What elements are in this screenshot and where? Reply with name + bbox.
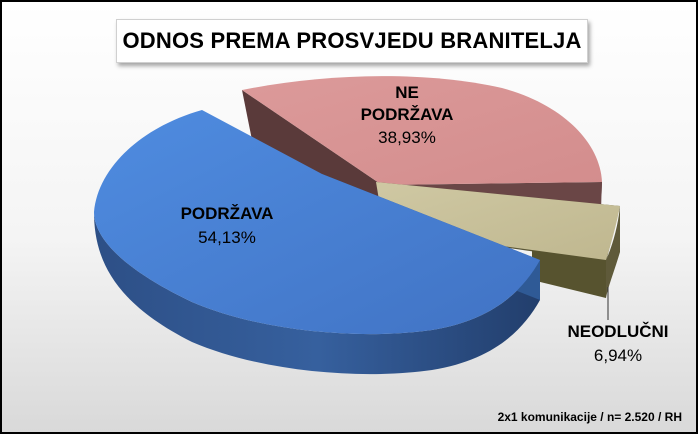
slice-podrzava	[94, 110, 540, 375]
label-neodlucni: NEODLUČNI 6,94%	[550, 320, 686, 368]
slice-label-podrzava: PODRŽAVA	[180, 204, 274, 223]
slice-label-neodlucni: NEODLUČNI	[567, 322, 669, 341]
footnote: 2x1 komunikacije / n= 2.520 / RH	[497, 410, 682, 424]
slice-value-ne-podrzava: 38,93%	[378, 128, 436, 147]
chart-title: ODNOS PREMA PROSVJEDU BRANITELJA	[122, 28, 582, 53]
slice-value-neodlucni: 6,94%	[593, 346, 643, 365]
label-ne-podrzava: NE PODRŽAVA 38,93%	[332, 82, 482, 150]
label-podrzava: PODRŽAVA 54,13%	[152, 202, 302, 250]
slice-neodlucni	[376, 182, 620, 298]
chart-title-box: ODNOS PREMA PROSVJEDU BRANITELJA	[116, 19, 588, 63]
slice-label-ne-podrzava: NE PODRŽAVA	[360, 83, 454, 124]
slice-value-podrzava: 54,13%	[198, 228, 256, 247]
